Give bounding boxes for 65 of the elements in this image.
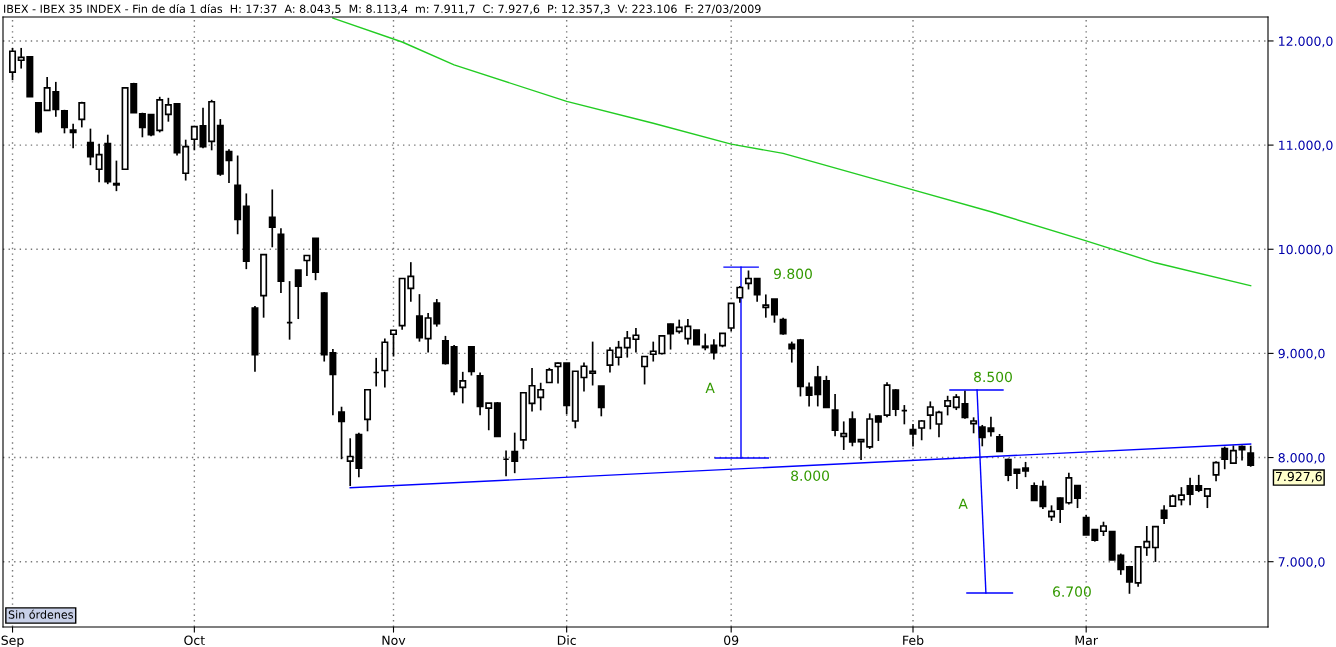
- candlestick: [1203, 487, 1211, 509]
- candlestick: [1177, 486, 1185, 507]
- candlestick: [268, 188, 276, 249]
- candlestick: [303, 254, 311, 277]
- y-tick-label: 12.000,0: [1279, 36, 1333, 48]
- annotation: 8.500: [974, 371, 1012, 383]
- x-tick-label: Feb: [903, 635, 924, 646]
- candlestick: [389, 329, 398, 358]
- candlestick: [840, 420, 848, 451]
- candlestick: [944, 394, 952, 417]
- candlestick: [9, 47, 17, 82]
- candlestick: [1212, 460, 1220, 483]
- annotation: 8.000: [791, 470, 830, 481]
- candlestick: [415, 293, 423, 343]
- candlestick: [589, 340, 597, 387]
- x-tick-label: Dic: [557, 635, 576, 646]
- candlestick: [138, 111, 146, 139]
- y-tick-label: 9.000,0: [1278, 348, 1325, 360]
- candlestick: [874, 414, 882, 442]
- candlestick: [338, 405, 346, 461]
- candlestick: [848, 410, 856, 448]
- y-tick-label: 7.000,0: [1278, 557, 1325, 568]
- candlestick: [641, 355, 649, 386]
- candlestick: [667, 322, 675, 351]
- candlestick: [606, 346, 614, 374]
- candlestick: [86, 127, 94, 167]
- candlestick: [770, 298, 778, 324]
- candlestick: [441, 335, 449, 366]
- text: 7.927,6: [1275, 471, 1322, 483]
- y-tick-label: 11.000,0: [1279, 140, 1333, 152]
- candlestick: [1247, 444, 1255, 468]
- annotation: Sin órdenes: [8, 609, 73, 619]
- x-tick-label: Mar: [1075, 635, 1098, 646]
- x-tick-label: Oct: [184, 635, 205, 646]
- candlestick: [1221, 445, 1229, 471]
- x-tick-label: Nov: [382, 635, 406, 646]
- candlestick: [511, 431, 519, 475]
- candlestick: [753, 277, 761, 303]
- annotation: 6.700: [1053, 586, 1091, 597]
- chart-title: IBEX - IBEX 35 INDEX - Fin de día 1 días H: 17:37 A: 8.043,5 M: 8.113,4 m: 7.911,7 C: 7.927,6 P: 12.357,3 V: 223.106 F: 27/03/2009: [4, 3, 761, 15]
- annotation: 9.800: [773, 268, 812, 280]
- candlestick: [1160, 504, 1168, 525]
- annotation: A: [705, 382, 715, 393]
- candlestick: [1125, 565, 1133, 595]
- candlestick: [909, 423, 917, 448]
- candlestick: [164, 96, 172, 123]
- candlestick: [744, 269, 753, 291]
- candlestick: [294, 269, 302, 320]
- candlestick: [1151, 525, 1159, 563]
- x-tick-label: Sep: [1, 635, 24, 647]
- candlestick: [831, 393, 839, 438]
- candlestick: [762, 293, 770, 319]
- x-tick-label: 09: [724, 635, 739, 646]
- candlestick: [615, 340, 623, 367]
- candlestick: [597, 385, 605, 418]
- candlestick: [78, 100, 86, 129]
- candlestick: [918, 419, 926, 442]
- y-tick-label: 8.000,0: [1278, 453, 1325, 464]
- y-tick-label: 10.000,0: [1279, 244, 1333, 256]
- line-series: [332, 17, 1252, 287]
- annotation: A: [958, 498, 968, 509]
- candlestick: [788, 340, 796, 364]
- candlestick: [112, 159, 120, 192]
- candlestick: [69, 122, 77, 150]
- candlestick: [1073, 484, 1082, 509]
